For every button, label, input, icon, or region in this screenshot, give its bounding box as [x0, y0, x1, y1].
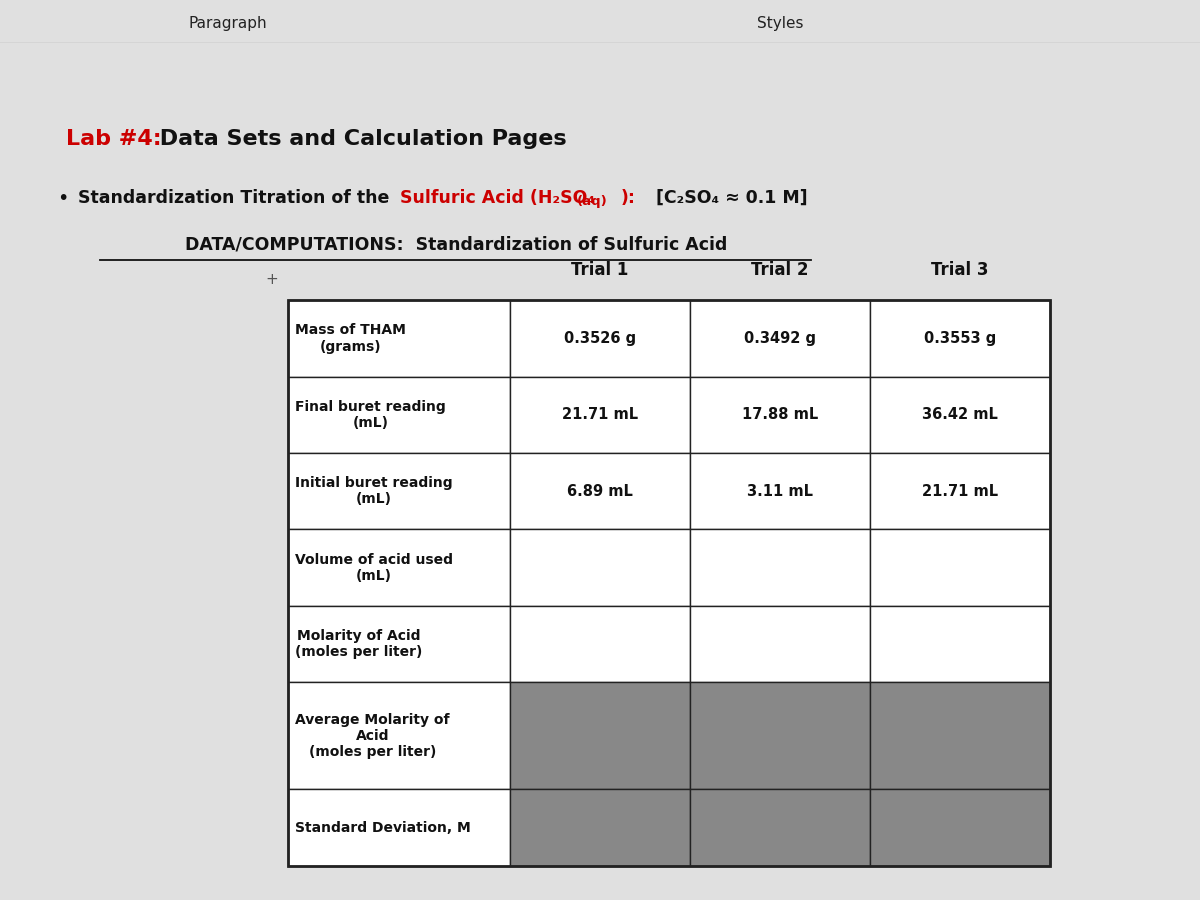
- Bar: [870, 682, 1050, 789]
- Bar: [870, 301, 1050, 377]
- Text: Molarity of Acid
(moles per liter): Molarity of Acid (moles per liter): [295, 629, 422, 659]
- Bar: [288, 301, 1050, 866]
- Bar: [288, 301, 510, 377]
- Text: 0.3492 g: 0.3492 g: [744, 331, 816, 346]
- Bar: [690, 789, 870, 866]
- Bar: [690, 453, 870, 529]
- Bar: [870, 606, 1050, 682]
- Bar: [288, 453, 510, 529]
- Text: Paragraph: Paragraph: [188, 16, 268, 32]
- Text: Sulfuric Acid (H₂SO₄: Sulfuric Acid (H₂SO₄: [400, 189, 595, 207]
- Text: (aq): (aq): [577, 195, 608, 208]
- Bar: [690, 377, 870, 453]
- Text: Volume of acid used
(mL): Volume of acid used (mL): [295, 553, 454, 583]
- Bar: [690, 606, 870, 682]
- Text: 0.3526 g: 0.3526 g: [564, 331, 636, 346]
- Bar: [510, 301, 690, 377]
- Text: Lab #4:: Lab #4:: [66, 129, 162, 148]
- Bar: [870, 377, 1050, 453]
- Bar: [510, 377, 690, 453]
- Text: Trial 3: Trial 3: [931, 261, 989, 279]
- Text: Final buret reading
(mL): Final buret reading (mL): [295, 400, 446, 430]
- Text: Styles: Styles: [757, 16, 803, 32]
- Text: Standardization Titration of the: Standardization Titration of the: [78, 189, 395, 207]
- Text: DATA/COMPUTATIONS:  Standardization of Sulfuric Acid: DATA/COMPUTATIONS: Standardization of Su…: [185, 236, 727, 254]
- Text: Mass of THAM
(grams): Mass of THAM (grams): [295, 323, 406, 354]
- Bar: [510, 453, 690, 529]
- Bar: [510, 789, 690, 866]
- Bar: [870, 529, 1050, 606]
- Text: Trial 1: Trial 1: [571, 261, 629, 279]
- Text: Average Molarity of
Acid
(moles per liter): Average Molarity of Acid (moles per lite…: [295, 713, 450, 759]
- Bar: [870, 789, 1050, 866]
- Bar: [288, 529, 510, 606]
- Bar: [690, 529, 870, 606]
- Text: 21.71 mL: 21.71 mL: [562, 408, 638, 422]
- Text: ):: ):: [620, 189, 636, 207]
- Text: 6.89 mL: 6.89 mL: [568, 484, 634, 499]
- Text: 21.71 mL: 21.71 mL: [922, 484, 998, 499]
- Bar: [870, 453, 1050, 529]
- Text: 0.3553 g: 0.3553 g: [924, 331, 996, 346]
- Text: Initial buret reading
(mL): Initial buret reading (mL): [295, 476, 452, 507]
- Bar: [510, 606, 690, 682]
- Bar: [510, 529, 690, 606]
- Bar: [690, 301, 870, 377]
- Text: 36.42 mL: 36.42 mL: [922, 408, 998, 422]
- Bar: [288, 682, 510, 789]
- Text: [C₂SO₄ ≈ 0.1 M]: [C₂SO₄ ≈ 0.1 M]: [644, 189, 808, 207]
- Bar: [510, 682, 690, 789]
- Text: Data Sets and Calculation Pages: Data Sets and Calculation Pages: [152, 129, 568, 148]
- Text: Trial 2: Trial 2: [751, 261, 809, 279]
- Bar: [690, 682, 870, 789]
- Bar: [288, 789, 510, 866]
- Text: +: +: [265, 273, 278, 287]
- Text: 17.88 mL: 17.88 mL: [742, 408, 818, 422]
- Text: Standard Deviation, M: Standard Deviation, M: [295, 821, 470, 834]
- Text: 3.11 mL: 3.11 mL: [748, 484, 814, 499]
- Bar: [288, 606, 510, 682]
- Text: •: •: [58, 189, 68, 208]
- Bar: [288, 377, 510, 453]
